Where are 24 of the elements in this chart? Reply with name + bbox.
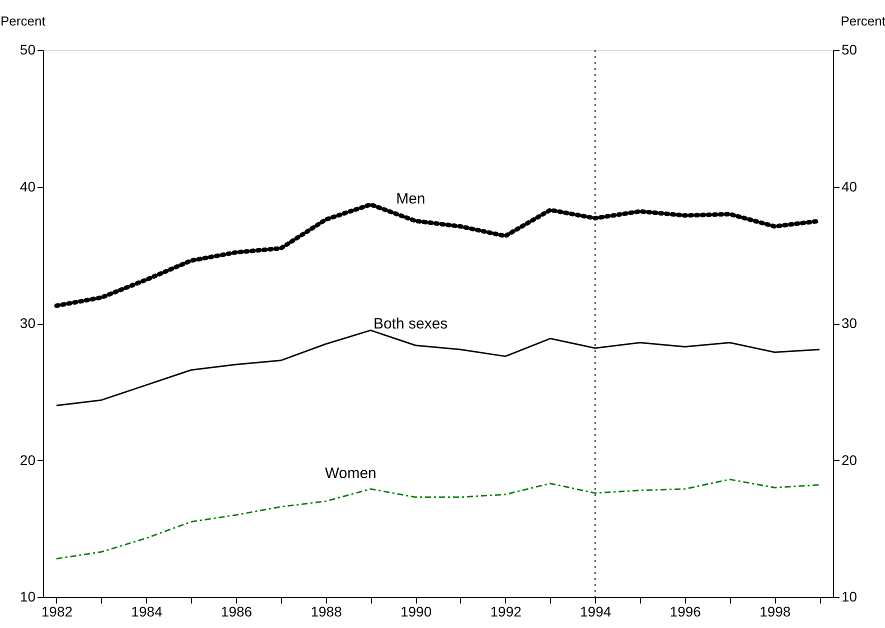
series-label: Both sexes (373, 315, 448, 332)
line-series (56, 478, 820, 560)
x-tick-label: 1986 (220, 604, 252, 620)
y2-tick-label: 10 (842, 588, 858, 604)
x-tick-label: 1990 (400, 604, 432, 620)
y-axis-title: Percent (0, 14, 46, 28)
x-tick-label: 1998 (760, 604, 791, 620)
y2-tick-label: 30 (842, 315, 858, 331)
y-tick-label: 40 (20, 178, 36, 194)
y-tick-label: 20 (20, 452, 36, 468)
y2-tick-label: 40 (842, 178, 858, 194)
x-tick-label: 1984 (131, 604, 163, 620)
y2-tick-label: 50 (842, 42, 858, 58)
x-tick-label: 1988 (310, 604, 342, 620)
series-label: Women (324, 464, 376, 482)
y2-tick-label: 20 (842, 452, 858, 468)
y-tick-label: 30 (20, 315, 36, 331)
y-tick-label: 50 (20, 42, 36, 58)
x-tick-label: 1992 (490, 604, 522, 620)
x-tick-label: 1994 (580, 604, 612, 620)
x-tick-label: 1982 (41, 604, 73, 620)
series-label: Men (396, 190, 426, 208)
x-tick-label: 1996 (670, 604, 702, 620)
y-tick-label: 10 (20, 588, 36, 604)
